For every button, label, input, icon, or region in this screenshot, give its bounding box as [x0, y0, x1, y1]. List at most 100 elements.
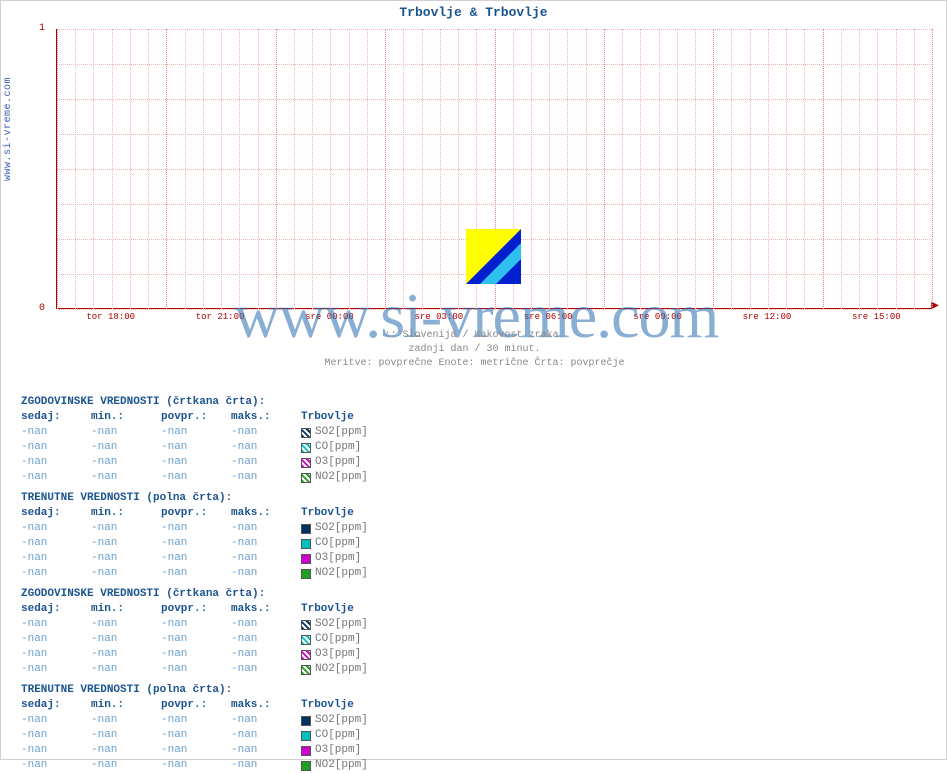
table-cell: -nan	[231, 617, 301, 632]
section-title: ZGODOVINSKE VREDNOSTI (črtkana črta):	[21, 395, 411, 410]
subtext-line1: :: Slovenija / Kakovost zraka.	[384, 330, 564, 341]
table-cell: -nan	[231, 758, 301, 773]
table-header-cell: Trbovlje	[301, 410, 411, 425]
table-cell: -nan	[231, 566, 301, 581]
table-cell: -nan	[21, 551, 91, 566]
color-swatch-icon	[301, 665, 311, 675]
table-cell: -nan	[91, 536, 161, 551]
series-label: CO[ppm]	[315, 440, 361, 455]
x-label: tor 18:00	[86, 312, 135, 322]
color-swatch-icon	[301, 635, 311, 645]
table-row: -nan-nan-nan-nanO3[ppm]	[21, 743, 411, 758]
series-label: SO2[ppm]	[315, 617, 368, 632]
gridline-v	[75, 29, 76, 309]
table-header: sedaj:min.:povpr.:maks.:Trbovlje	[21, 698, 411, 713]
table-row: -nan-nan-nan-nanSO2[ppm]	[21, 521, 411, 536]
series-cell: SO2[ppm]	[301, 425, 411, 440]
series-label: SO2[ppm]	[315, 521, 368, 536]
table-header-cell: maks.:	[231, 602, 301, 617]
gridline-v	[823, 29, 824, 309]
chart-area: 1 0 ▶ tor 18:00tor 21:00sre 00:00sre 03:…	[56, 29, 931, 339]
chart-title: Trbovlje & Trbovlje	[1, 1, 946, 20]
color-swatch-icon	[301, 554, 311, 564]
y-tick-min: 0	[39, 303, 45, 314]
table-header-cell: sedaj:	[21, 410, 91, 425]
table-cell: -nan	[91, 662, 161, 677]
table-row: -nan-nan-nan-nanCO[ppm]	[21, 536, 411, 551]
gridline-v	[914, 29, 915, 309]
gridline-v	[622, 29, 623, 309]
table-row: -nan-nan-nan-nanCO[ppm]	[21, 440, 411, 455]
table-cell: -nan	[91, 713, 161, 728]
series-cell: CO[ppm]	[301, 440, 411, 455]
series-label: O3[ppm]	[315, 551, 361, 566]
table-header-cell: min.:	[91, 602, 161, 617]
table-cell: -nan	[91, 440, 161, 455]
series-cell: NO2[ppm]	[301, 470, 411, 485]
gridline-v	[877, 29, 878, 309]
gridline-v	[422, 29, 423, 309]
series-label: NO2[ppm]	[315, 662, 368, 677]
table-cell: -nan	[21, 455, 91, 470]
color-swatch-icon	[301, 650, 311, 660]
table-header-cell: sedaj:	[21, 506, 91, 521]
series-label: NO2[ppm]	[315, 758, 368, 773]
color-swatch-icon	[301, 428, 311, 438]
table-cell: -nan	[21, 566, 91, 581]
series-cell: SO2[ppm]	[301, 617, 411, 632]
table-cell: -nan	[231, 662, 301, 677]
table-cell: -nan	[231, 521, 301, 536]
color-swatch-icon	[301, 458, 311, 468]
table-cell: -nan	[21, 440, 91, 455]
table-header-cell: Trbovlje	[301, 602, 411, 617]
gridline-v	[531, 29, 532, 309]
logo-icon	[466, 229, 521, 284]
gridline-v	[166, 29, 167, 309]
table-row: -nan-nan-nan-nanNO2[ppm]	[21, 470, 411, 485]
data-tables: ZGODOVINSKE VREDNOSTI (črtkana črta):sed…	[21, 389, 411, 773]
x-label: sre 03:00	[415, 312, 464, 322]
section-title: TRENUTNE VREDNOSTI (polna črta):	[21, 491, 411, 506]
table-row: -nan-nan-nan-nanNO2[ppm]	[21, 758, 411, 773]
chart-subtext: :: Slovenija / Kakovost zraka. zadnji da…	[1, 329, 947, 371]
table-cell: -nan	[231, 728, 301, 743]
table-cell: -nan	[161, 425, 231, 440]
gridline-v	[567, 29, 568, 309]
gridline-v	[112, 29, 113, 309]
series-label: CO[ppm]	[315, 536, 361, 551]
chart-container: www.si-vreme.com Trbovlje & Trbovlje 1 0…	[0, 0, 947, 760]
gridline-v	[276, 29, 277, 309]
table-cell: -nan	[21, 647, 91, 662]
table-header-cell: sedaj:	[21, 698, 91, 713]
table-row: -nan-nan-nan-nanNO2[ppm]	[21, 566, 411, 581]
table-header-cell: sedaj:	[21, 602, 91, 617]
series-label: O3[ppm]	[315, 455, 361, 470]
table-header: sedaj:min.:povpr.:maks.:Trbovlje	[21, 602, 411, 617]
gridline-v	[130, 29, 131, 309]
series-cell: CO[ppm]	[301, 728, 411, 743]
table-header-cell: Trbovlje	[301, 698, 411, 713]
table-cell: -nan	[161, 455, 231, 470]
table-cell: -nan	[161, 758, 231, 773]
gridline-v	[312, 29, 313, 309]
table-header-cell: maks.:	[231, 506, 301, 521]
table-cell: -nan	[231, 551, 301, 566]
table-cell: -nan	[231, 470, 301, 485]
subtext-line3: Meritve: povprečne Enote: metrične Črta:…	[324, 358, 624, 369]
gridline-v	[294, 29, 295, 309]
gridline-v	[841, 29, 842, 309]
table-cell: -nan	[91, 632, 161, 647]
table-cell: -nan	[91, 728, 161, 743]
gridline-v	[586, 29, 587, 309]
gridline-v	[750, 29, 751, 309]
series-cell: NO2[ppm]	[301, 758, 411, 773]
gridline-h	[57, 309, 932, 310]
table-cell: -nan	[21, 521, 91, 536]
table-cell: -nan	[231, 440, 301, 455]
table-cell: -nan	[161, 551, 231, 566]
table-row: -nan-nan-nan-nanCO[ppm]	[21, 728, 411, 743]
table-cell: -nan	[161, 536, 231, 551]
table-cell: -nan	[161, 440, 231, 455]
series-cell: NO2[ppm]	[301, 566, 411, 581]
gridline-v	[896, 29, 897, 309]
